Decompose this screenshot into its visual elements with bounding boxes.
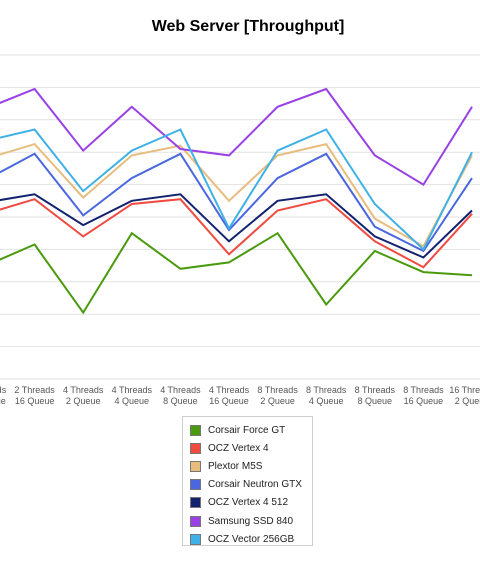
legend-item: OCZ Vertex 4 512 [183,494,312,512]
legend-item: OCZ Vertex 4 [183,439,312,457]
legend-label: OCZ Vector 256GB [208,533,295,545]
series-line-6 [0,128,473,252]
series-lines [0,87,473,315]
x-tick-label: 2 Threads 16 Queue [14,385,55,406]
legend-item: Corsair Force GT [183,421,312,439]
legend-label: Corsair Neutron GTX [208,479,302,491]
x-tick-label: 4 Threads 16 Queue [209,385,250,406]
legend-item: Corsair Neutron GTX [183,476,312,494]
series-line-4 [0,193,473,259]
x-tick-label: 4 Threads 8 Queue [160,385,201,406]
legend-label: Plextor M5S [208,460,263,472]
legend-swatch [190,479,201,491]
legend-swatch [190,515,201,527]
legend-swatch [190,497,201,509]
legend-item: Samsung SSD 840 [183,512,312,530]
legend-label: OCZ Vertex 4 512 [208,497,289,509]
series-line-0 [0,231,473,315]
x-tick-label: 4 Threads 2 Queue [63,385,104,406]
series-line-5 [0,87,473,186]
x-tick-label: 8 Threads 4 Queue [306,385,347,406]
legend-swatch [190,460,201,472]
legend-swatch [190,424,201,436]
x-tick-label: 8 Threads 8 Queue [355,385,396,406]
legend-label: Samsung SSD 840 [208,515,294,527]
x-tick-label: 8 Threads 2 Queue [257,385,298,406]
x-tick-label: 8 Threads 16 Queue [403,385,444,406]
series-line-1 [0,198,473,269]
legend-label: OCZ Vertex 4 [208,442,269,454]
chart-title: Web Server [Throughput] [151,18,345,35]
legend-swatch [190,533,201,545]
legend-item: Plextor M5S [183,457,312,475]
legend: Corsair Force GT OCZ Vertex 4 Plextor M5S C… [182,416,313,546]
legend-label: Corsair Force GT [208,424,286,436]
grid-lines [0,54,480,380]
x-tick-label: 4 Threads 4 Queue [112,385,153,406]
series-line-2 [0,142,473,248]
legend-item: OCZ Vector 256GB [183,530,312,548]
legend-swatch [190,442,201,454]
